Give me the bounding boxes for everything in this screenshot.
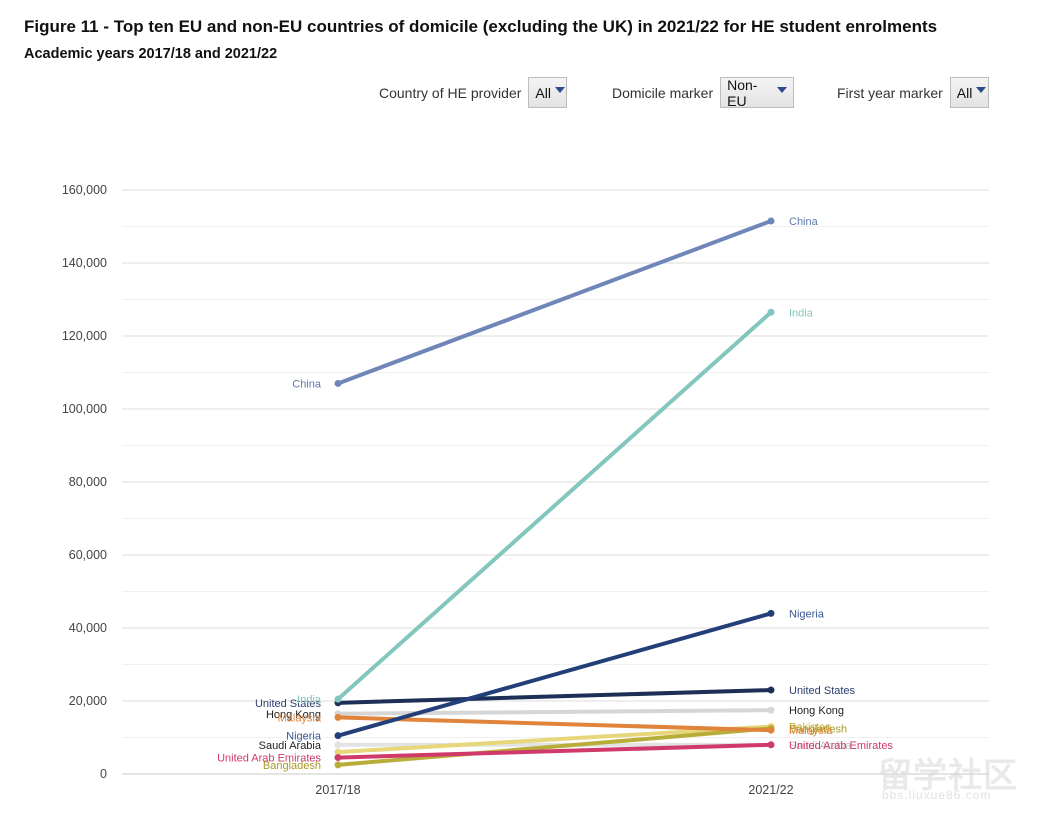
data-point-united-arab-emirates (334, 754, 342, 762)
y-tick-label: 140,000 (62, 256, 107, 270)
y-tick-label: 20,000 (69, 694, 107, 708)
y-tick-label: 40,000 (69, 621, 107, 635)
series-line-hong-kong (336, 708, 773, 716)
series-label-hong-kong: Hong Kong (789, 705, 844, 717)
filter-domicile-marker: Domicile marker Non-EU (612, 76, 795, 109)
series-line-nigeria (336, 611, 773, 738)
data-point-hong-kong (767, 706, 775, 714)
data-point-united-arab-emirates (767, 741, 775, 749)
filter-label: First year marker (837, 84, 943, 101)
series-label-nigeria: Nigeria (789, 608, 825, 620)
series-label-malaysia: Malaysia (278, 712, 322, 724)
series-label-united-arab-emirates: United Arab Emirates (217, 753, 321, 765)
y-tick-label: 160,000 (62, 183, 107, 197)
series-label-india: India (789, 307, 814, 319)
y-tick-label: 80,000 (69, 475, 107, 489)
y-tick-label: 100,000 (62, 402, 107, 416)
data-point-malaysia (334, 713, 342, 721)
data-point-india (334, 695, 342, 703)
data-point-united-states (767, 686, 775, 694)
data-point-saudi-arabia (334, 741, 342, 749)
data-point-nigeria (334, 732, 342, 740)
x-tick-label: 2017/18 (315, 783, 360, 797)
series-line-pakistan (336, 724, 773, 755)
series-label-saudi-arabia: Saudi Arabia (259, 740, 322, 752)
data-point-bangladesh (334, 761, 342, 769)
series-label-china: China (789, 216, 819, 228)
filter-label: Country of HE provider (379, 84, 522, 101)
data-point-malaysia (767, 726, 775, 734)
series-label-india: India (297, 694, 322, 706)
filter-first-year-marker: First year marker All (837, 76, 989, 109)
filter-label: Domicile marker (612, 84, 714, 101)
series-line-china (336, 219, 773, 386)
filter-country-of-he-provider: Country of HE provider All (379, 76, 568, 109)
domicile-marker-select[interactable]: Non-EU (720, 76, 795, 109)
series-label-pakistan: Pakistan (789, 722, 831, 734)
y-tick-label: 60,000 (69, 548, 107, 562)
chart-subtitle: Academic years 2017/18 and 2021/22 (24, 46, 278, 62)
series-label-united-states: United States (255, 698, 322, 710)
series-label-bangladesh: Bangladesh (263, 760, 321, 772)
series-label-hong-kong: Hong Kong (266, 709, 321, 721)
series-line-malaysia (336, 715, 773, 733)
data-point-nigeria (767, 609, 775, 617)
series-line-united-states (336, 688, 773, 705)
data-point-pakistan (334, 748, 342, 756)
watermark-logo: 留学社区 bbs.liuxue86.com (870, 748, 1040, 808)
series-line-united-arab-emirates (336, 742, 773, 760)
select-value: All (535, 84, 551, 101)
caret-down-icon (976, 86, 987, 93)
x-tick-label: 2021/22 (748, 783, 793, 797)
series-line-bangladesh (336, 726, 773, 767)
series-label-china: China (292, 378, 322, 390)
chart-title: Figure 11 - Top ten EU and non-EU countr… (24, 17, 938, 36)
series-label-united-states: United States (789, 685, 856, 697)
caret-down-icon (554, 86, 565, 93)
select-value: Non-EU (727, 76, 758, 109)
select-value: All (956, 84, 973, 101)
caret-down-icon (777, 86, 788, 93)
country-of-he-provider-select[interactable]: All (528, 77, 568, 108)
first-year-marker-select[interactable]: All (949, 77, 989, 108)
series-line-india (336, 310, 773, 702)
watermark-text: 留学社区 (878, 756, 1018, 796)
data-point-india (767, 308, 775, 316)
data-point-china (767, 217, 775, 225)
y-tick-label: 0 (100, 767, 107, 781)
series-label-saudi-arabia: Saudi Arabia (789, 740, 852, 752)
watermark-url: bbs.liuxue86.com (882, 788, 992, 802)
data-point-china (334, 379, 342, 387)
series-label-bangladesh: Bangladesh (789, 723, 847, 735)
series-label-nigeria: Nigeria (286, 731, 322, 743)
series-label-united-arab-emirates: United Arab Emirates (789, 740, 893, 752)
y-tick-label: 120,000 (62, 329, 107, 343)
filter-bar: Country of HE provider All Domicile mark… (0, 76, 1048, 110)
series-label-malaysia: Malaysia (789, 725, 833, 737)
